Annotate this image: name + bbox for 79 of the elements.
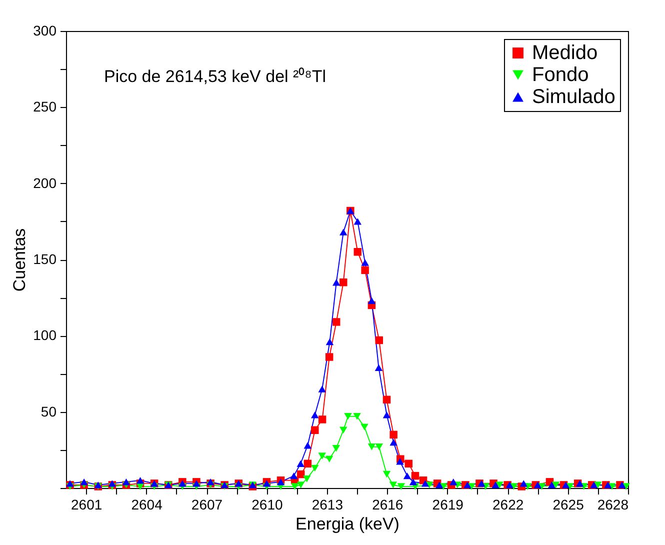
point [368, 444, 376, 450]
point [353, 413, 361, 420]
point [361, 266, 369, 274]
point [354, 218, 362, 225]
point [421, 480, 430, 487]
point [450, 478, 458, 486]
point [361, 259, 369, 266]
point [296, 482, 305, 488]
x-tick-label: 2616 [372, 496, 404, 512]
point [332, 445, 340, 452]
y-axis-title: Cuentas [10, 228, 30, 292]
point [520, 480, 528, 487]
x-tick-label: 2610 [252, 496, 283, 512]
y-tick-label: 250 [33, 98, 57, 115]
x-tick-label: 2607 [191, 496, 223, 512]
x-tick-label: 2619 [432, 496, 464, 512]
point [390, 430, 398, 439]
point [375, 336, 383, 344]
point [390, 438, 398, 446]
point [382, 396, 391, 404]
x-tick-label: 2628 [597, 496, 629, 512]
x-tick-label: 2625 [552, 496, 584, 512]
point [552, 482, 560, 488]
x-tick-label: 2601 [70, 496, 102, 512]
point [304, 460, 312, 468]
point [382, 412, 391, 418]
point [340, 228, 348, 236]
point [396, 458, 404, 465]
point [311, 412, 319, 418]
point [80, 478, 88, 486]
y-tick-label: 200 [33, 174, 57, 191]
point [404, 460, 412, 468]
point [374, 364, 383, 372]
x-tick-label: 2613 [312, 496, 344, 512]
point [496, 482, 504, 488]
legend-label: Fondo [532, 64, 589, 86]
point [318, 386, 326, 392]
annotation: Pico de 2614,53 keV del ²⁰⁸Tl [104, 67, 326, 86]
point [360, 424, 368, 430]
point [290, 483, 299, 490]
point [122, 478, 130, 486]
point [311, 426, 319, 434]
point [375, 444, 383, 450]
point [325, 353, 334, 361]
point [332, 318, 340, 326]
point [397, 483, 406, 490]
point [326, 338, 334, 346]
y-tick-label: 150 [33, 251, 57, 267]
point [344, 413, 352, 420]
x-tick-label: 2622 [492, 496, 524, 512]
point [332, 278, 340, 286]
point [368, 297, 376, 304]
point [311, 464, 319, 472]
point [409, 478, 418, 486]
point [594, 482, 602, 488]
point [318, 416, 326, 424]
point [411, 472, 420, 480]
point [290, 472, 298, 480]
y-tick-label: 300 [33, 22, 57, 38]
x-axis-title: Energia (keV) [296, 514, 400, 534]
point [302, 476, 311, 482]
point [382, 470, 391, 478]
legend-label: Medido [532, 42, 598, 64]
point [136, 477, 144, 484]
x-tick-label: 2604 [131, 496, 163, 512]
point [548, 482, 556, 488]
point [296, 470, 305, 478]
y-tick-label: 100 [33, 327, 57, 344]
point [403, 472, 412, 480]
y-tick-label: 50 [40, 403, 57, 420]
point [340, 426, 348, 434]
legend-label: Simulado [532, 86, 616, 108]
point [296, 460, 305, 467]
point [304, 442, 312, 449]
point [318, 452, 326, 460]
point [340, 278, 348, 286]
point [354, 248, 362, 256]
point [325, 456, 334, 462]
point [389, 482, 398, 488]
